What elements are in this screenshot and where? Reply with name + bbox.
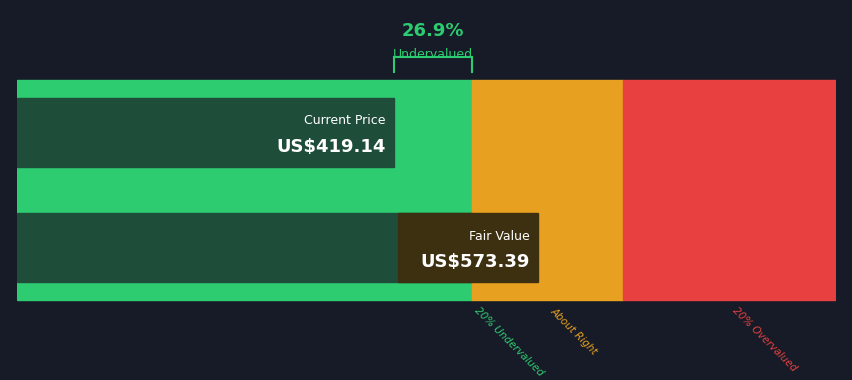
Text: 20% Overvalued: 20% Overvalued xyxy=(730,306,797,374)
Text: Fair Value: Fair Value xyxy=(469,230,529,243)
Bar xyxy=(17,98,394,167)
Bar xyxy=(17,213,471,282)
Text: 26.9%: 26.9% xyxy=(401,22,463,40)
Text: About Right: About Right xyxy=(548,306,598,356)
Text: 20% Undervalued: 20% Undervalued xyxy=(472,306,544,378)
Text: US$419.14: US$419.14 xyxy=(276,138,385,156)
Text: Undervalued: Undervalued xyxy=(392,49,472,62)
Bar xyxy=(622,80,835,300)
Bar xyxy=(471,80,622,300)
Bar xyxy=(17,80,471,300)
Text: Current Price: Current Price xyxy=(303,114,385,127)
Text: US$573.39: US$573.39 xyxy=(420,253,529,271)
Bar xyxy=(397,213,538,282)
